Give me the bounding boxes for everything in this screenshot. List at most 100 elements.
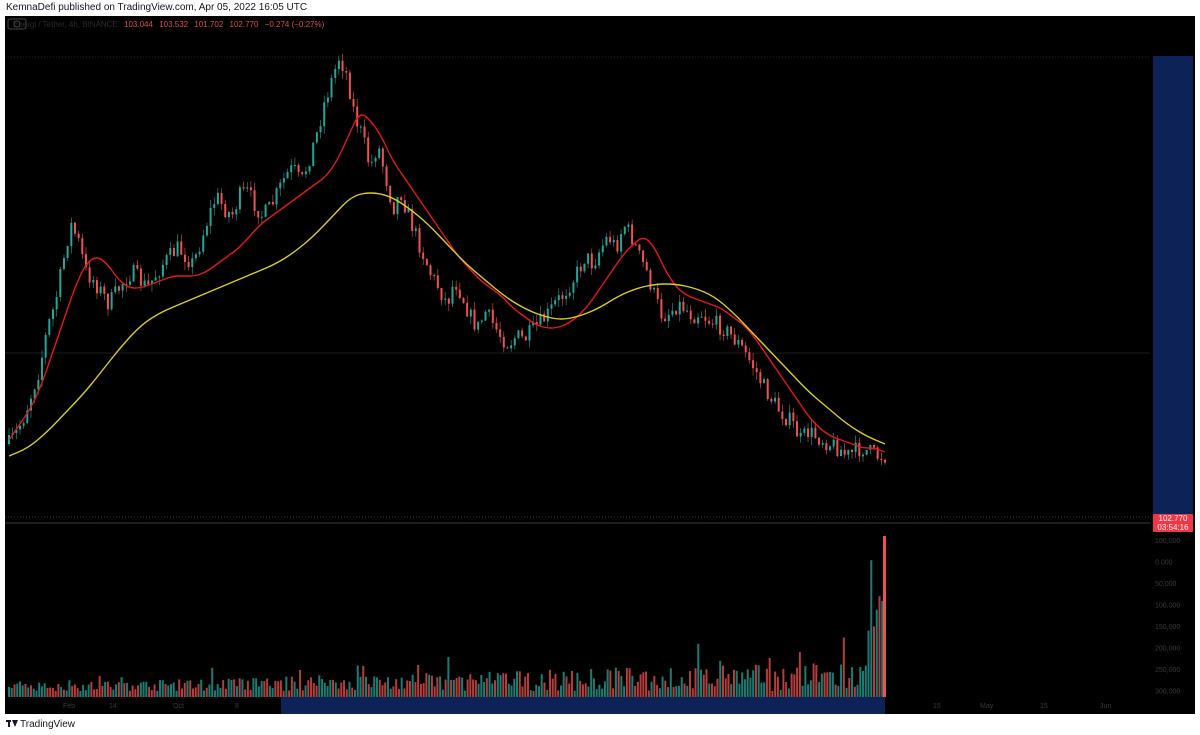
volume-bar xyxy=(73,684,76,697)
volume-bar xyxy=(82,684,85,697)
candle xyxy=(532,322,535,326)
candle xyxy=(257,210,260,218)
volume-bar xyxy=(579,680,582,697)
volume-bar xyxy=(743,679,746,697)
candle xyxy=(770,398,773,402)
volume-bar xyxy=(29,685,32,697)
volume-bar xyxy=(156,690,159,697)
volume-bar xyxy=(400,677,403,697)
volume-bar xyxy=(397,688,400,697)
volume-bar xyxy=(447,657,450,697)
candle xyxy=(612,240,615,243)
volume-bar xyxy=(716,678,719,697)
volume-bar xyxy=(466,679,469,697)
candle xyxy=(381,148,384,167)
volume-bar xyxy=(603,681,606,697)
volume-bar xyxy=(787,688,790,697)
volume-bar xyxy=(859,667,862,697)
volume-bar xyxy=(650,681,653,697)
candle xyxy=(781,411,784,420)
candle xyxy=(598,252,601,266)
candle xyxy=(114,286,117,293)
candle xyxy=(161,264,164,277)
camera-icon[interactable] xyxy=(5,16,29,30)
volume-bar xyxy=(408,680,411,697)
candle xyxy=(293,165,296,167)
volume-bar xyxy=(159,679,162,697)
volume-bar xyxy=(804,666,807,697)
volume-bar xyxy=(153,684,156,697)
volume-bar xyxy=(433,686,436,697)
volume-bar xyxy=(518,671,521,697)
candle xyxy=(858,442,861,457)
legend-close: 102.770 xyxy=(229,20,259,29)
candle xyxy=(550,304,553,309)
candle xyxy=(213,204,216,208)
volume-bar xyxy=(208,684,211,697)
candle xyxy=(345,71,348,73)
volume-axis-label: 150,000 xyxy=(1155,624,1180,631)
volume-bar xyxy=(870,560,873,697)
candle xyxy=(117,286,120,291)
tradingview-logo-icon xyxy=(6,720,18,727)
candle xyxy=(620,234,623,252)
ma-fast-line xyxy=(8,114,886,453)
volume-bar xyxy=(386,677,389,697)
volume-bar xyxy=(829,671,832,697)
volume-bar xyxy=(702,674,705,697)
time-axis-label: May xyxy=(980,703,994,710)
volume-bar xyxy=(211,667,214,697)
candle xyxy=(774,397,777,402)
candle xyxy=(198,251,201,255)
volume-bar xyxy=(139,682,142,697)
volume-bar xyxy=(505,673,508,697)
price-chart[interactable]: 100,000 0.000 50,000 100,000 150,000 200,000 2… xyxy=(5,16,1195,714)
candle xyxy=(370,161,373,163)
candle xyxy=(128,281,131,285)
volume-bar xyxy=(263,681,266,697)
candle xyxy=(242,187,245,189)
volume-bar xyxy=(537,686,540,697)
candle xyxy=(876,447,879,459)
candle xyxy=(92,280,95,283)
volume-bar xyxy=(557,690,560,697)
volume-bar xyxy=(381,685,384,697)
candle xyxy=(44,334,47,358)
volume-bar xyxy=(90,681,93,697)
volume-bar xyxy=(444,679,447,697)
candle xyxy=(246,187,249,189)
candle xyxy=(22,423,25,426)
volume-bar xyxy=(194,687,197,697)
candle xyxy=(847,449,850,455)
candle xyxy=(796,421,799,437)
volume-bar xyxy=(354,690,357,697)
volume-bar xyxy=(477,683,480,697)
volume-bar xyxy=(719,660,722,697)
volume-bar xyxy=(202,690,205,697)
candle xyxy=(821,443,824,445)
candle xyxy=(418,228,421,253)
volume-bar xyxy=(809,680,812,697)
volume-bar xyxy=(312,683,315,697)
volume-bar xyxy=(436,677,439,697)
candle xyxy=(253,190,256,211)
volume-bar xyxy=(65,690,68,697)
volume-bar xyxy=(463,690,466,697)
volume-bar xyxy=(21,685,24,697)
chart-area[interactable]: 100,000 0.000 50,000 100,000 150,000 200,000 2… xyxy=(5,16,1195,714)
candle xyxy=(462,298,465,303)
volume-bar xyxy=(562,671,565,697)
volume-bar xyxy=(255,678,258,697)
volume-bar xyxy=(818,682,821,697)
volume-bar xyxy=(546,689,549,697)
volume-bar xyxy=(27,687,30,697)
volume-bar xyxy=(623,686,626,697)
volume-bar xyxy=(587,686,590,697)
candle xyxy=(700,316,703,318)
candle xyxy=(543,313,546,322)
volume-bar xyxy=(826,672,829,697)
volume-bar xyxy=(535,684,538,697)
volume-bar xyxy=(730,684,733,697)
volume-bar xyxy=(142,681,145,697)
candle xyxy=(561,295,564,299)
